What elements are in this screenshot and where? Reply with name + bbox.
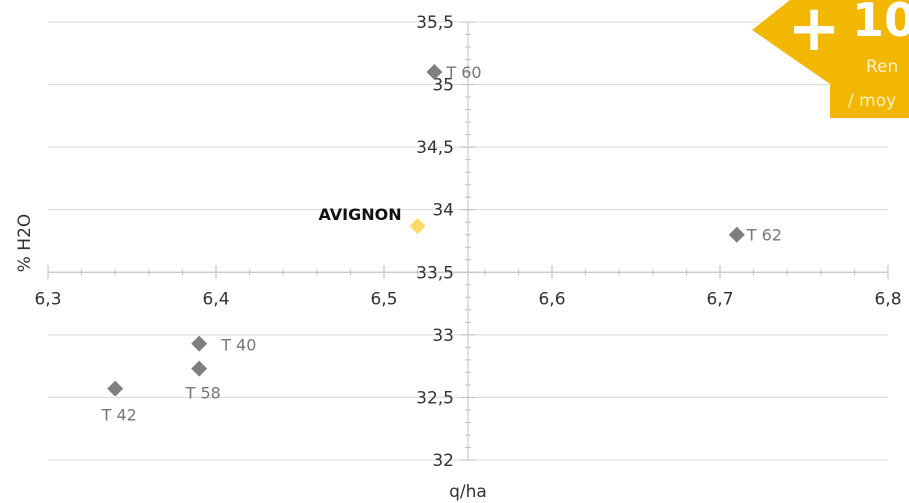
badge-shape [752,0,909,118]
y-tick-label: 34,5 [416,138,454,158]
point-marker [191,335,208,352]
point-label: T 60 [445,63,481,82]
y-axis-label: % H2O [15,214,35,273]
y-tick-label: 33 [432,326,454,346]
y-tick-label: 35 [432,76,454,96]
x-tick-label: 6,4 [202,289,229,309]
x-axis-label: q/ha [449,482,487,502]
badge-plus-icon: + [787,0,841,66]
axes: 6,3 6,4 6,5 6,6 6,7 6,8 32 32,5 33 33,5 34 34,5 35 35… [34,13,901,471]
x-tick-label: 6,5 [370,289,397,309]
y-tick-label: 33,5 [416,263,454,283]
badge-value: 10 [852,0,909,47]
badge-line1: Ren [866,57,898,77]
promo-badge: + 10 Ren / moy [752,0,909,118]
point-label: T 58 [185,384,221,403]
point-marker [107,380,124,397]
point-label: T 42 [101,406,137,425]
x-tick-label: 6,3 [34,289,61,309]
point-marker [728,226,745,243]
y-tick-label: 32,5 [416,388,454,408]
x-tick-label: 6,8 [874,289,901,309]
x-tick-label: 6,7 [706,289,733,309]
badge-line2: / moy [848,91,896,111]
y-tick-label: 34 [432,201,454,221]
point-marker [191,360,208,377]
y-tick-label: 32 [432,451,454,471]
point-marker [426,64,443,81]
point-label: T 40 [220,336,256,355]
data-points: T 60 AVIGNON T 62 T 40 T 58 T 42 [101,63,782,425]
point-label: T 62 [746,226,782,245]
point-marker [409,217,426,234]
x-tick-label: 6,6 [538,289,565,309]
point-label: AVIGNON [318,205,401,224]
y-tick-label: 35,5 [416,13,454,33]
